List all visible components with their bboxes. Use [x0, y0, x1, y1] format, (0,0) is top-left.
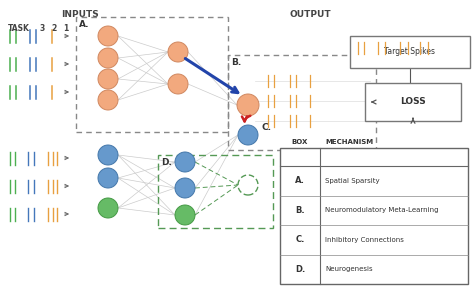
Circle shape [175, 205, 195, 225]
Text: Neuromodulatory Meta-Learning: Neuromodulatory Meta-Learning [325, 207, 438, 213]
Circle shape [237, 94, 259, 116]
Circle shape [98, 90, 118, 110]
Text: B.: B. [295, 206, 305, 215]
Circle shape [168, 74, 188, 94]
Bar [280, 148, 468, 284]
Text: 2: 2 [51, 24, 56, 33]
Circle shape [98, 145, 118, 165]
Circle shape [238, 125, 258, 145]
Text: B.: B. [231, 58, 241, 67]
Circle shape [175, 178, 195, 198]
Circle shape [175, 152, 195, 172]
Circle shape [168, 42, 188, 62]
FancyBboxPatch shape [365, 83, 461, 121]
Text: TASK: TASK [8, 24, 30, 33]
Bar [76, 17, 228, 132]
Circle shape [98, 48, 118, 68]
Text: Inhibitory Connections: Inhibitory Connections [325, 237, 404, 243]
Bar [158, 155, 273, 228]
Text: C.: C. [262, 123, 272, 132]
FancyBboxPatch shape [350, 36, 470, 68]
Circle shape [98, 69, 118, 89]
Text: OUTPUT: OUTPUT [289, 10, 331, 19]
Circle shape [98, 198, 118, 218]
Text: 3: 3 [39, 24, 45, 33]
Circle shape [98, 26, 118, 46]
Text: MECHANISM: MECHANISM [325, 139, 373, 145]
Text: Neurogenesis: Neurogenesis [325, 266, 373, 272]
Text: 1: 1 [64, 24, 69, 33]
Text: D.: D. [161, 158, 172, 167]
Circle shape [98, 168, 118, 188]
Text: BOX: BOX [292, 139, 308, 145]
Text: Spatial Sparsity: Spatial Sparsity [325, 178, 380, 184]
Text: A.: A. [295, 176, 305, 185]
Text: C.: C. [295, 235, 305, 244]
Text: D.: D. [295, 265, 305, 274]
Bar [228, 55, 376, 150]
Text: Target Spikes: Target Spikes [384, 48, 436, 56]
Text: A.: A. [79, 20, 90, 29]
Text: LOSS: LOSS [400, 98, 426, 107]
Text: INPUTS: INPUTS [61, 10, 99, 19]
